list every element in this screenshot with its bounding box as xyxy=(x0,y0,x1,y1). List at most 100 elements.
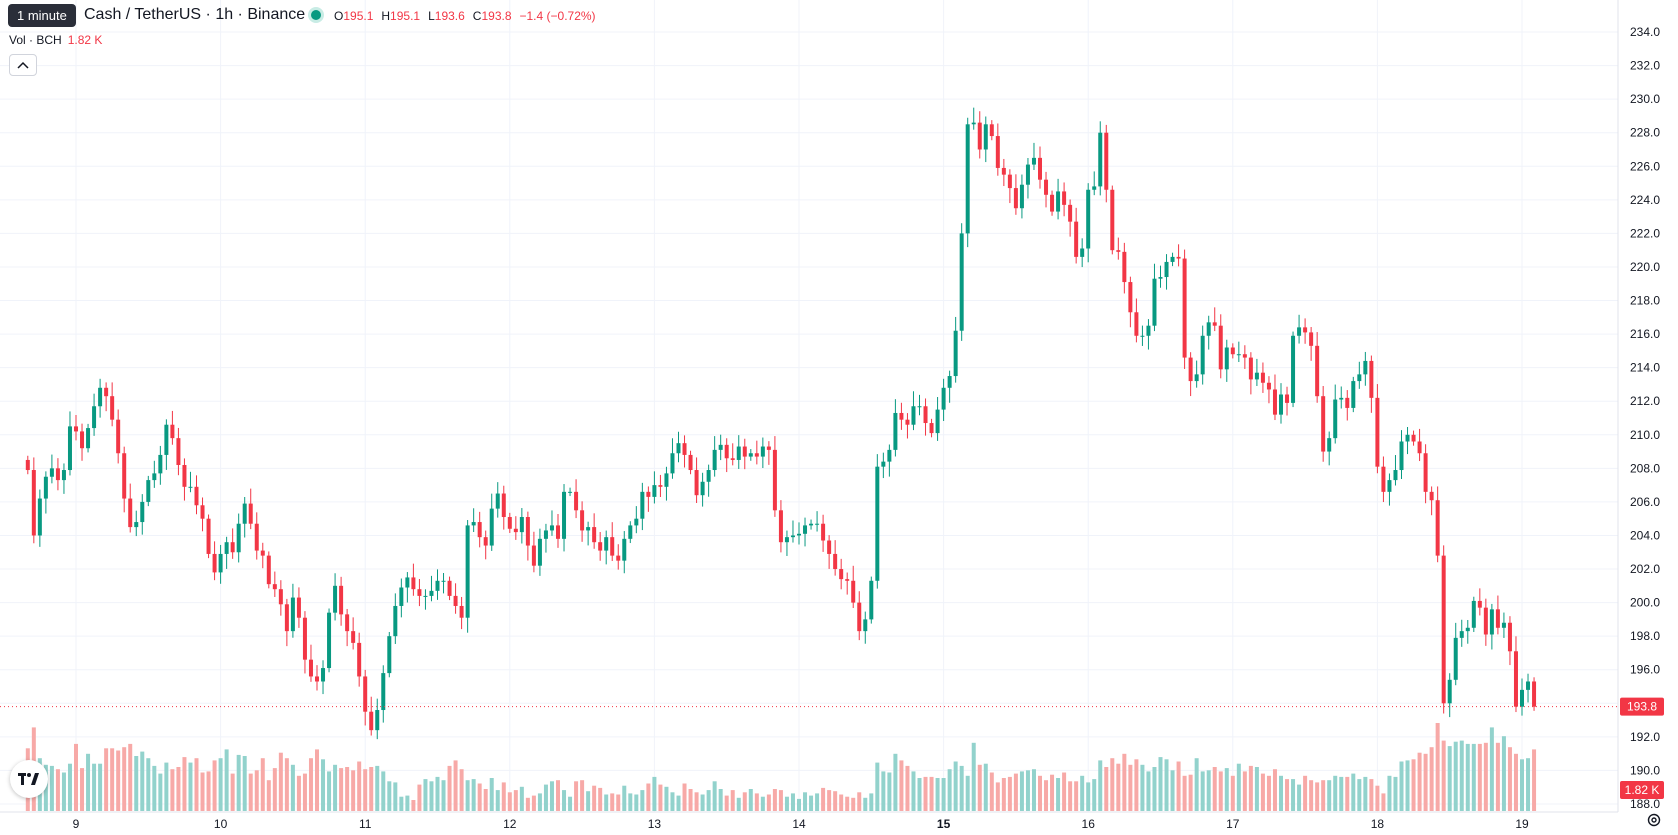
volume-bar xyxy=(1297,784,1302,811)
volume-bar xyxy=(736,797,741,811)
candle-body xyxy=(995,136,1000,168)
volume-bar xyxy=(1483,742,1488,811)
volume-bar xyxy=(983,763,988,811)
volume-bar xyxy=(1152,767,1157,811)
candle-body xyxy=(1001,167,1006,175)
gear-icon[interactable] xyxy=(1646,812,1662,828)
candle-body xyxy=(971,122,976,125)
candle-body xyxy=(1375,397,1380,467)
volume-bar xyxy=(296,775,301,811)
volume-bar xyxy=(700,794,705,811)
candle-body xyxy=(363,676,368,712)
volume-bar xyxy=(995,782,1000,811)
candle-body xyxy=(327,612,332,669)
candle-body xyxy=(25,459,30,471)
volume-bar xyxy=(1074,781,1079,811)
candle-body xyxy=(935,409,940,434)
candle-body xyxy=(1327,438,1332,452)
ohlc-key: C xyxy=(472,9,482,23)
candle-body xyxy=(507,517,512,529)
volume-bar xyxy=(483,789,488,811)
volume-value: 1.82 K xyxy=(67,33,103,47)
volume-bar xyxy=(1038,775,1042,811)
volume-bar xyxy=(1098,760,1103,811)
candle-body xyxy=(236,523,241,553)
candle-body xyxy=(423,595,428,597)
volume-bar xyxy=(176,767,181,811)
candle-body xyxy=(188,486,193,488)
market-status-icon[interactable] xyxy=(311,10,321,20)
candle-body xyxy=(308,659,313,677)
ohlc-key: L xyxy=(428,9,435,23)
collapse-legend-button[interactable] xyxy=(9,54,37,76)
candle-body xyxy=(718,444,723,450)
candle-body xyxy=(254,523,259,551)
symbol-title[interactable]: Cash / TetherUS · 1h · Binance xyxy=(84,6,306,23)
volume-bar xyxy=(357,761,362,811)
candle-body xyxy=(290,597,295,632)
candle-body xyxy=(760,446,765,457)
candle-body xyxy=(399,587,404,606)
candle-body xyxy=(302,617,307,660)
volume-bar xyxy=(833,791,838,811)
volume-bar xyxy=(797,798,801,811)
volume-bar xyxy=(134,756,139,811)
volume-bar xyxy=(1260,773,1265,811)
candle-body xyxy=(417,589,422,596)
volume-bar xyxy=(1007,776,1012,811)
candle-body xyxy=(568,491,573,493)
volume-bar xyxy=(333,764,338,811)
volume-bar xyxy=(803,792,808,811)
volume-bar xyxy=(230,773,235,811)
candle-body xyxy=(1110,189,1115,251)
candle-body xyxy=(537,538,542,566)
candle-body xyxy=(441,580,446,582)
volume-bar xyxy=(881,771,886,811)
volume-bar xyxy=(1140,764,1145,811)
volume-bar xyxy=(682,783,687,811)
volume-bar xyxy=(971,742,976,811)
volume-bar xyxy=(1465,743,1470,811)
volume-bar xyxy=(1236,763,1241,811)
candle-body xyxy=(1477,600,1482,608)
volume-bar xyxy=(1170,770,1175,811)
y-tick-label: 232.0 xyxy=(1630,59,1660,73)
volume-bar xyxy=(399,796,404,811)
volume-bar xyxy=(1122,753,1127,811)
candle-body xyxy=(453,595,458,606)
x-tick-label: 19 xyxy=(1515,817,1529,831)
candle-body xyxy=(1254,372,1259,380)
candle-body xyxy=(983,124,988,150)
candle-body xyxy=(634,518,639,526)
volume-bar xyxy=(724,795,729,811)
candle-body xyxy=(182,464,187,487)
volume-bar xyxy=(718,789,723,811)
candle-body xyxy=(809,523,814,526)
volume-bar xyxy=(712,781,717,811)
candle-body xyxy=(1369,360,1374,398)
candle-body xyxy=(730,458,735,460)
volume-bar xyxy=(592,785,597,811)
candle-body xyxy=(658,485,663,487)
y-tick-label: 230.0 xyxy=(1630,92,1660,106)
volume-bar xyxy=(393,782,398,811)
candle-body xyxy=(296,597,301,618)
candle-body xyxy=(513,528,518,533)
volume-bar xyxy=(1513,753,1518,811)
ohlc-key: O xyxy=(334,9,344,23)
volume-bar xyxy=(1351,773,1356,811)
y-tick-label: 216.0 xyxy=(1630,327,1660,341)
volume-bar xyxy=(1104,767,1109,811)
candle-body xyxy=(1080,248,1085,257)
volume-bar xyxy=(748,789,753,811)
volume-bar xyxy=(152,765,157,811)
tradingview-logo-icon[interactable] xyxy=(10,760,48,798)
volume-bar xyxy=(98,763,103,811)
candle-body xyxy=(1429,491,1434,501)
volume-bar xyxy=(381,771,386,811)
candle-body xyxy=(917,406,922,408)
candle-body xyxy=(122,453,127,499)
volume-bar xyxy=(248,773,253,811)
candle-body xyxy=(1134,312,1139,336)
